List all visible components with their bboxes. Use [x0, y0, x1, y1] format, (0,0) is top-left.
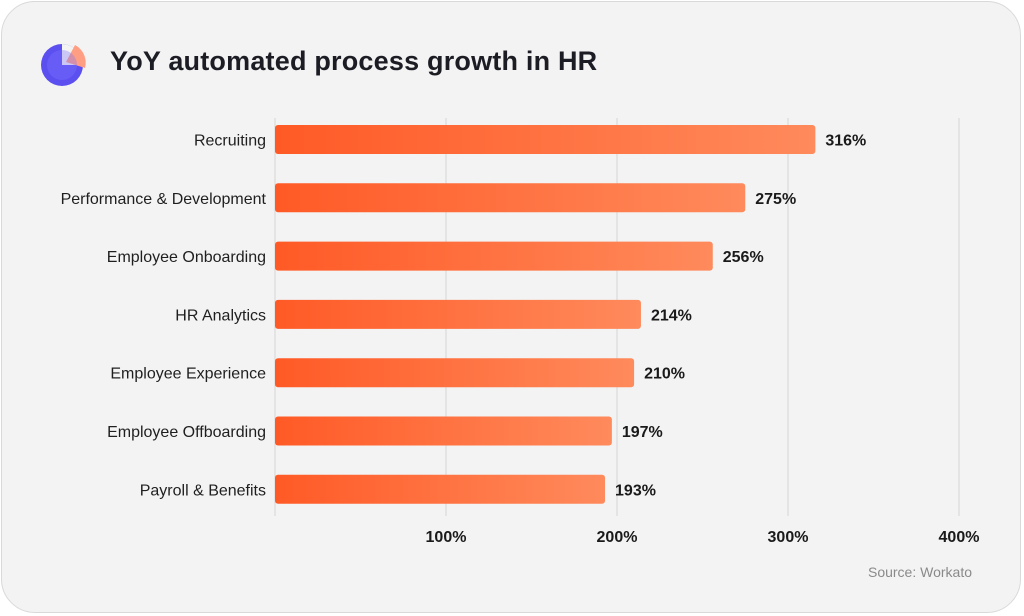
- value-label: 193%: [615, 482, 656, 499]
- bar: [275, 183, 746, 213]
- bar: [275, 416, 612, 446]
- category-label: HR Analytics: [175, 307, 266, 324]
- x-tick-label: 300%: [768, 529, 809, 546]
- value-label: 256%: [723, 249, 764, 266]
- chart-title: YoY automated process growth in HR: [110, 46, 598, 76]
- category-label: Performance & Development: [61, 191, 267, 208]
- category-label: Recruiting: [194, 133, 266, 150]
- category-label: Employee Experience: [110, 366, 266, 383]
- pie-chart-icon: [41, 44, 86, 86]
- value-label: 275%: [755, 191, 796, 208]
- bar: [275, 474, 606, 504]
- category-label: Employee Offboarding: [107, 424, 266, 441]
- value-label: 214%: [651, 307, 692, 324]
- bar: [275, 125, 816, 154]
- source-note: Source: Workato: [867, 564, 972, 580]
- value-label: 316%: [825, 133, 866, 150]
- bar: [275, 241, 713, 271]
- bar: [275, 299, 641, 329]
- category-label: Employee Onboarding: [107, 249, 266, 266]
- x-tick-label: 100%: [426, 529, 467, 546]
- bar: [275, 358, 635, 388]
- x-tick-label: 400%: [939, 529, 980, 546]
- category-label: Payroll & Benefits: [140, 482, 266, 499]
- value-label: 197%: [622, 424, 663, 441]
- value-label: 210%: [644, 366, 685, 383]
- x-tick-label: 200%: [597, 529, 638, 546]
